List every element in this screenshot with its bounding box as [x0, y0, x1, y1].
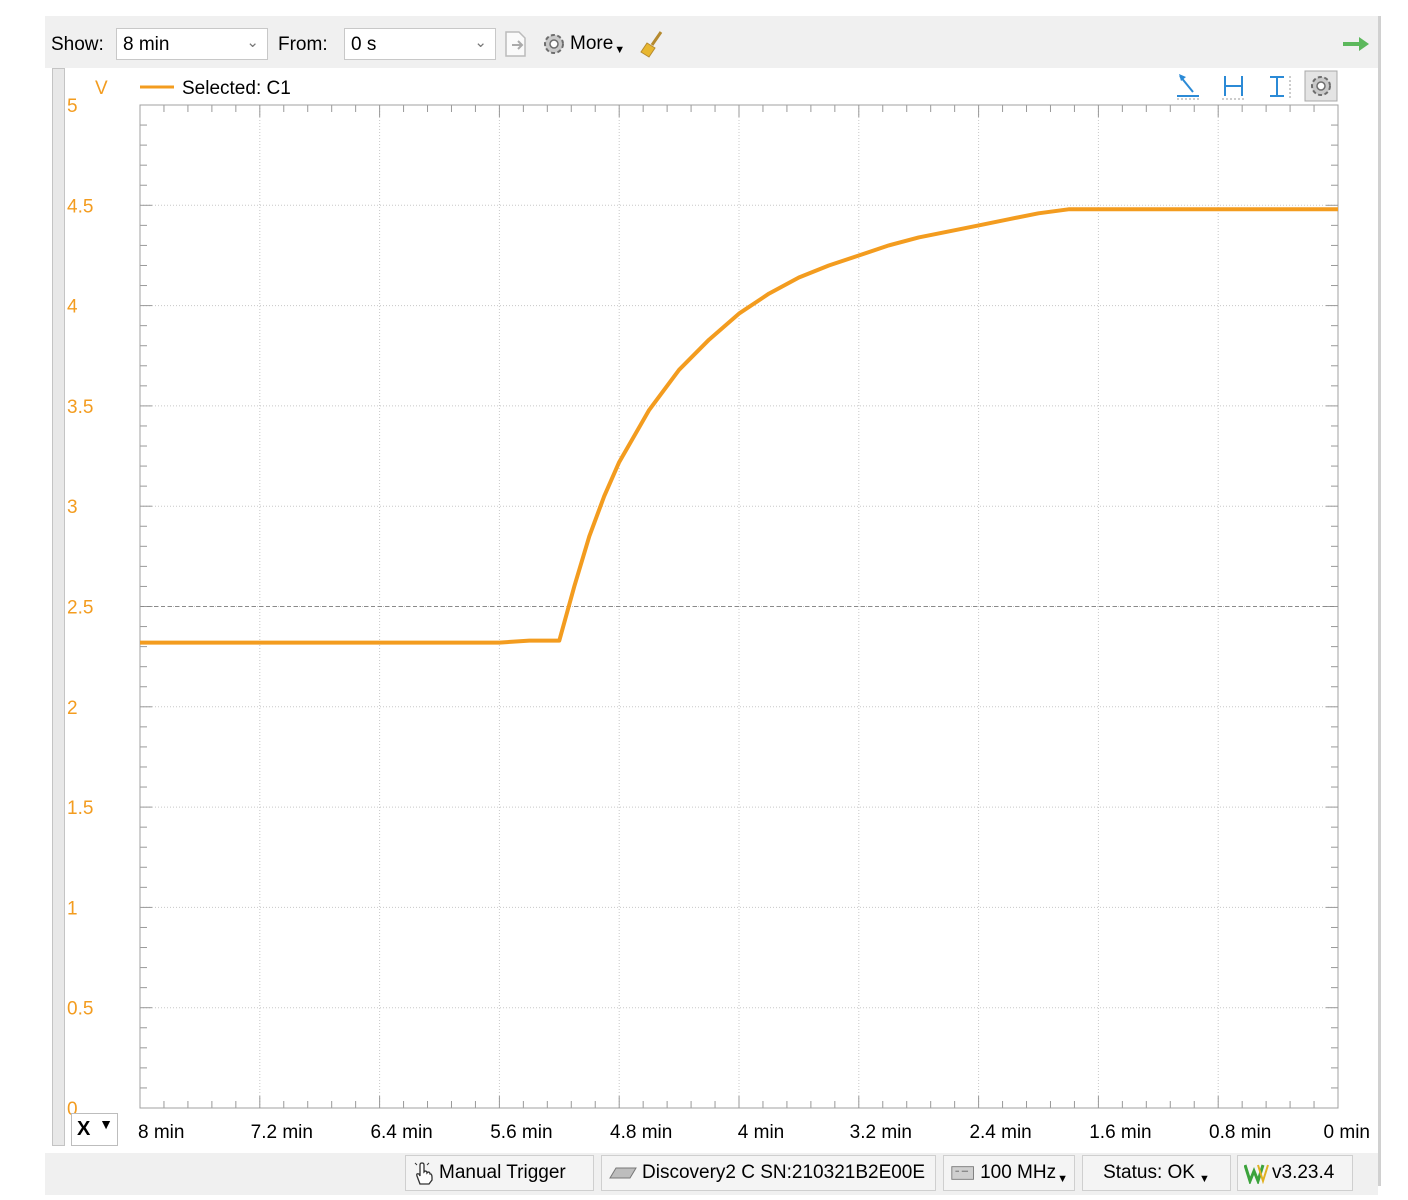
chevron-down-icon: ⌄	[246, 34, 259, 51]
y-tick-label: 3.5	[67, 397, 93, 418]
from-value: 0 s	[351, 34, 377, 55]
x-axis-selector[interactable]: X ▼	[71, 1113, 118, 1146]
version-label: v3.23.4	[1272, 1162, 1335, 1183]
dropdown-triangle-icon: ▼	[1198, 1173, 1210, 1185]
more-label: More	[570, 33, 614, 54]
y-axis-tick-labels: 0 0.5 1 1.5 2 2.5 3 3.5 4 4.5 5	[67, 96, 93, 1120]
status-button[interactable]: Status: OK ▼	[1082, 1155, 1231, 1191]
vertical-cursor-icon[interactable]	[1270, 76, 1291, 99]
from-combo[interactable]: 0 s ⌄	[344, 28, 496, 60]
x-tick-label: 3.2 min	[850, 1122, 912, 1143]
x-tick-label: 1.6 min	[1089, 1122, 1151, 1143]
x-tick-label: 8 min	[138, 1122, 184, 1143]
plot-frame	[139, 104, 1339, 1109]
y-tick-label: 5	[67, 96, 78, 117]
series-c1-line	[140, 207, 1338, 645]
cursor-icon[interactable]	[1177, 74, 1199, 100]
status-bar: Manual Trigger Discovery2 C SN:210321B2E…	[45, 1153, 1378, 1195]
x-tick-label: 7.2 min	[251, 1122, 313, 1143]
frequency-button[interactable]: 100 MHz ▼	[943, 1155, 1075, 1191]
x-tick-label: 2.4 min	[969, 1122, 1031, 1143]
chevron-down-icon: ⌄	[474, 34, 487, 51]
x-tick-label: 5.6 min	[490, 1122, 552, 1143]
broom-icon[interactable]	[639, 30, 665, 58]
x-axis-selector-label: X	[77, 1118, 91, 1140]
legend-label: Selected: C1	[182, 78, 291, 99]
waveforms-logo-icon	[1244, 1164, 1269, 1184]
y-unit-label: V	[95, 78, 108, 99]
toolbar: Show: 8 min ⌄ From: 0 s ⌄ More ▼	[45, 16, 1378, 68]
more-button[interactable]: More ▼	[541, 30, 625, 58]
x-tick-label: 0.8 min	[1209, 1122, 1271, 1143]
export-icon[interactable]	[503, 30, 529, 58]
show-combo[interactable]: 8 min ⌄	[116, 28, 268, 60]
horizontal-cursor-icon[interactable]	[1222, 76, 1245, 100]
y-tick-label: 3	[67, 497, 78, 518]
gear-icon[interactable]	[1304, 70, 1338, 102]
manual-trigger-button[interactable]: Manual Trigger	[405, 1155, 594, 1191]
dropdown-triangle-icon: ▼	[1057, 1173, 1068, 1185]
gear-icon	[544, 34, 564, 54]
frequency-label: 100 MHz	[980, 1162, 1057, 1183]
show-value: 8 min	[123, 34, 170, 55]
x-axis-tick-labels: 8 min 7.2 min 6.4 min 5.6 min 4.8 min 4 min 3.…	[138, 1122, 1370, 1143]
x-tick-label: 4.8 min	[610, 1122, 672, 1143]
x-tick-label: 0 min	[1324, 1122, 1370, 1143]
from-label: From:	[278, 34, 328, 55]
left-scroll-bar[interactable]	[52, 68, 65, 1146]
y-tick-label: 1.5	[67, 798, 93, 819]
device-button[interactable]: Discovery2 C SN:210321B2E00E	[601, 1155, 936, 1191]
dropdown-triangle-icon: ▼	[99, 1116, 113, 1132]
version-button[interactable]: v3.23.4	[1237, 1155, 1353, 1191]
y-tick-label: 1	[67, 898, 78, 919]
hand-pointer-icon	[414, 1162, 433, 1185]
y-tick-label: 4	[67, 297, 78, 318]
window-divider	[1378, 16, 1381, 1186]
dropdown-triangle-icon: ▼	[614, 44, 626, 56]
manual-trigger-label: Manual Trigger	[439, 1162, 566, 1183]
y-tick-label: 2	[67, 698, 78, 719]
show-label: Show:	[51, 34, 104, 55]
y-tick-label: 2.5	[67, 598, 93, 619]
y-tick-label: 0.5	[67, 999, 93, 1020]
x-tick-label: 6.4 min	[370, 1122, 432, 1143]
device-label: Discovery2 C SN:210321B2E00E	[642, 1162, 926, 1183]
x-tick-label: 4 min	[738, 1122, 784, 1143]
clock-chip-icon	[951, 1166, 974, 1180]
green-arrow-icon[interactable]	[1341, 30, 1371, 58]
y-tick-label: 0	[67, 1099, 78, 1120]
y-tick-label: 4.5	[67, 196, 93, 217]
device-icon	[609, 1167, 637, 1179]
status-label: Status: OK	[1103, 1162, 1195, 1183]
